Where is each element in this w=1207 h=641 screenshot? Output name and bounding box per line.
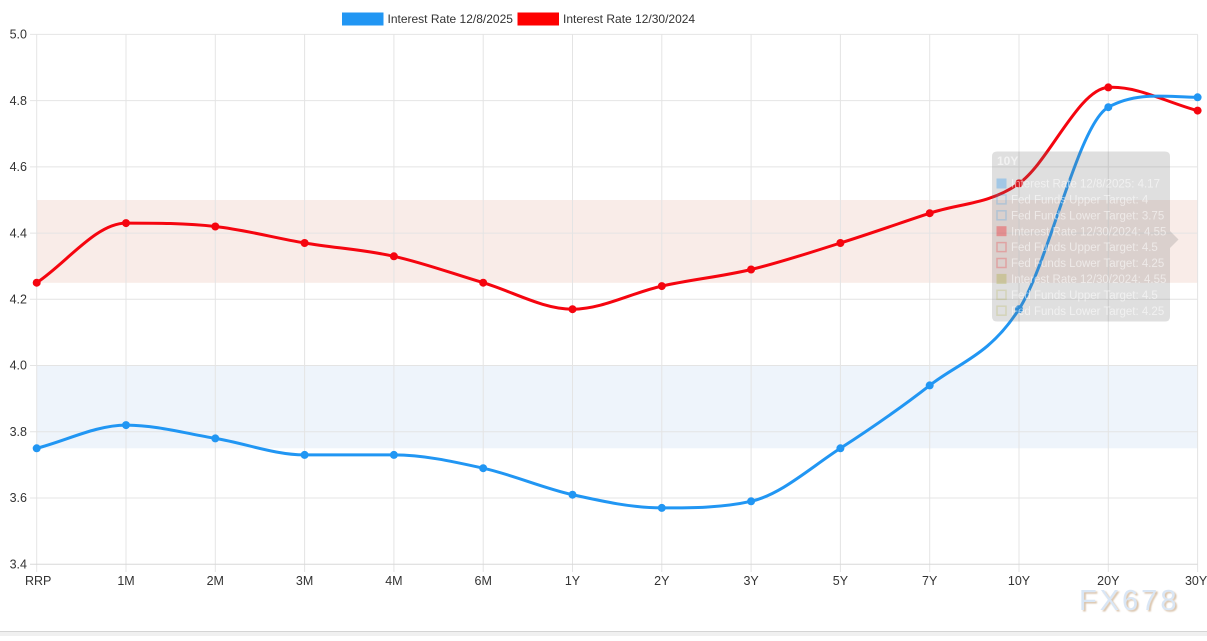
svg-text:4.6: 4.6 <box>10 160 27 174</box>
svg-text:1M: 1M <box>117 574 134 588</box>
svg-text:10Y: 10Y <box>997 154 1018 168</box>
svg-text:FX678: FX678 <box>1079 585 1179 617</box>
svg-text:20Y: 20Y <box>1097 574 1120 588</box>
svg-text:3Y: 3Y <box>743 574 759 588</box>
svg-text:3.6: 3.6 <box>10 491 27 505</box>
svg-text:Interest Rate 12/8/2025: Interest Rate 12/8/2025 <box>388 12 514 26</box>
svg-text:2Y: 2Y <box>654 574 670 588</box>
svg-text:5Y: 5Y <box>833 574 849 588</box>
svg-text:4.8: 4.8 <box>10 94 27 108</box>
svg-text:1Y: 1Y <box>565 574 581 588</box>
svg-text:Interest Rate 12/30/2024: 4.55: Interest Rate 12/30/2024: 4.55 <box>1011 274 1166 286</box>
svg-text:7Y: 7Y <box>922 574 938 588</box>
svg-text:Fed Funds Upper Target: 4: Fed Funds Upper Target: 4 <box>1011 195 1149 207</box>
svg-text:4.0: 4.0 <box>10 359 27 373</box>
svg-text:Fed Funds Lower Target: 4.25: Fed Funds Lower Target: 4.25 <box>1011 258 1164 270</box>
svg-text:10Y: 10Y <box>1008 574 1031 588</box>
svg-text:30Y: 30Y <box>1185 574 1207 588</box>
svg-text:2M: 2M <box>207 574 224 588</box>
svg-text:3.4: 3.4 <box>10 557 27 571</box>
svg-text:Fed Funds Lower Target: 4.25: Fed Funds Lower Target: 4.25 <box>1011 306 1164 318</box>
svg-text:4.4: 4.4 <box>10 226 27 240</box>
svg-text:3.8: 3.8 <box>10 425 27 439</box>
svg-text:RRP: RRP <box>25 574 51 588</box>
svg-text:3M: 3M <box>296 574 313 588</box>
svg-text:5.0: 5.0 <box>10 28 27 42</box>
svg-text:Fed Funds Upper Target: 4.5: Fed Funds Upper Target: 4.5 <box>1011 242 1158 254</box>
svg-text:Interest Rate 12/30/2024: 4.55: Interest Rate 12/30/2024: 4.55 <box>1011 226 1166 238</box>
svg-text:4.2: 4.2 <box>10 293 27 307</box>
svg-text:Interest Rate 12/8/2025: 4.17: Interest Rate 12/8/2025: 4.17 <box>1011 179 1160 191</box>
svg-text:4M: 4M <box>385 574 402 588</box>
svg-text:Fed Funds Upper Target: 4.5: Fed Funds Upper Target: 4.5 <box>1011 290 1158 302</box>
svg-text:Interest Rate 12/30/2024: Interest Rate 12/30/2024 <box>563 12 695 26</box>
svg-text:Fed Funds Lower Target: 3.75: Fed Funds Lower Target: 3.75 <box>1011 210 1164 222</box>
svg-text:6M: 6M <box>475 574 492 588</box>
svg-text:FX678: FX678 <box>1081 587 1181 619</box>
